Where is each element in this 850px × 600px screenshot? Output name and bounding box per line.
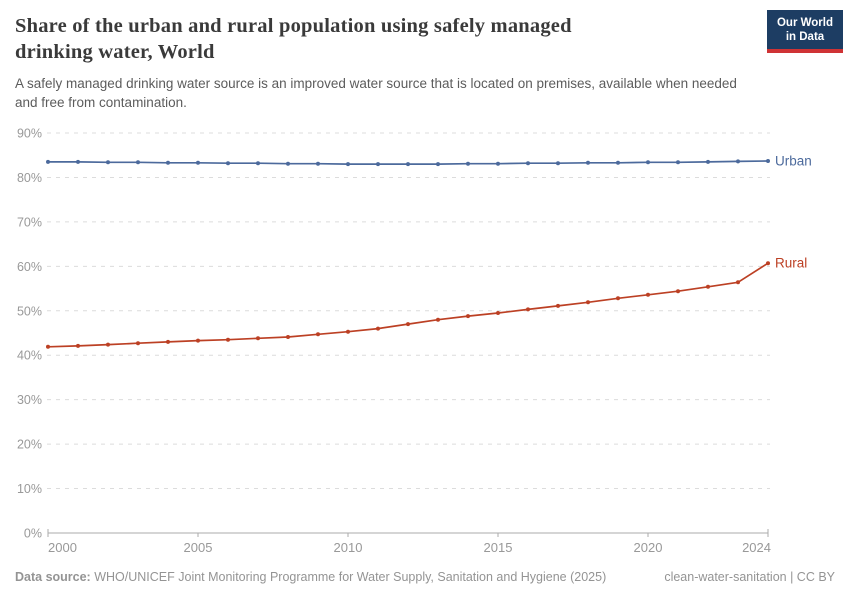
y-tick-label-50: 50%	[17, 304, 42, 318]
data-point-rural-2023[interactable]	[736, 280, 740, 285]
y-tick-label-30: 30%	[17, 393, 42, 407]
y-tick-label-70: 70%	[17, 215, 42, 229]
data-point-urban-2013[interactable]	[436, 162, 440, 167]
x-tick-label-2020: 2020	[634, 540, 663, 555]
data-point-urban-2019[interactable]	[616, 160, 620, 165]
data-source: Data source: WHO/UNICEF Joint Monitoring…	[15, 570, 606, 584]
data-point-urban-2018[interactable]	[586, 160, 590, 165]
data-point-urban-2005[interactable]	[196, 160, 200, 165]
data-point-rural-2024[interactable]	[766, 261, 770, 266]
data-point-urban-2011[interactable]	[376, 162, 380, 167]
x-tick-label-2015: 2015	[484, 540, 513, 555]
data-point-urban-2023[interactable]	[736, 159, 740, 164]
data-source-label: Data source:	[15, 570, 91, 584]
data-point-rural-2002[interactable]	[106, 342, 110, 347]
series-label-urban[interactable]: Urban	[775, 154, 812, 169]
x-tick-label-2005: 2005	[184, 540, 213, 555]
subtitle-line-2: and free from contamination.	[15, 95, 187, 110]
data-point-rural-2020[interactable]	[646, 292, 650, 297]
data-point-urban-2016[interactable]	[526, 161, 530, 166]
data-point-urban-2001[interactable]	[76, 159, 80, 164]
title-line-1: Share of the urban and rural population …	[15, 15, 572, 37]
x-tick-label-2010: 2010	[334, 540, 363, 555]
y-tick-label-90: 90%	[17, 127, 42, 141]
data-point-rural-2004[interactable]	[166, 339, 170, 344]
data-point-rural-2008[interactable]	[286, 335, 290, 339]
y-tick-label-40: 40%	[17, 349, 42, 363]
data-point-urban-2024[interactable]	[766, 159, 770, 163]
series-line-rural[interactable]	[47, 262, 769, 348]
x-tick-label-2024: 2024	[742, 540, 771, 555]
chart-subtitle: A safely managed drinking water source i…	[15, 74, 785, 112]
data-point-rural-2019[interactable]	[616, 296, 620, 301]
license-note: clean-water-sanitation | CC BY	[664, 570, 835, 584]
y-tick-label-60: 60%	[17, 260, 42, 274]
data-point-rural-2013[interactable]	[436, 317, 440, 322]
y-tick-label-20: 20%	[17, 438, 42, 452]
data-point-rural-2022[interactable]	[706, 284, 710, 289]
data-point-rural-2009[interactable]	[316, 332, 320, 337]
data-point-urban-2007[interactable]	[256, 161, 260, 166]
data-point-urban-2017[interactable]	[556, 161, 560, 166]
page-title: Share of the urban and rural population …	[15, 13, 735, 65]
subtitle-line-1: A safely managed drinking water source i…	[15, 76, 737, 91]
data-point-rural-2007[interactable]	[256, 336, 260, 341]
data-point-urban-2020[interactable]	[646, 160, 650, 165]
data-point-urban-2022[interactable]	[706, 159, 710, 164]
data-point-rural-2006[interactable]	[226, 337, 230, 342]
owid-logo-line-1: Our World	[776, 17, 833, 29]
y-tick-label-0: 0%	[24, 527, 42, 541]
data-point-rural-2021[interactable]	[676, 289, 680, 294]
data-point-urban-2006[interactable]	[226, 161, 230, 166]
data-point-rural-2003[interactable]	[136, 341, 140, 346]
data-point-urban-2008[interactable]	[286, 161, 290, 166]
data-point-rural-2011[interactable]	[376, 326, 380, 331]
data-point-urban-2004[interactable]	[166, 160, 170, 165]
owid-logo-line-2: in Data	[785, 31, 825, 43]
y-tick-label-10: 10%	[17, 482, 42, 496]
data-point-urban-2015[interactable]	[496, 161, 500, 166]
data-source-text: WHO/UNICEF Joint Monitoring Programme fo…	[94, 570, 607, 584]
data-point-rural-2016[interactable]	[526, 307, 530, 312]
series-label-rural[interactable]: Rural	[775, 256, 807, 271]
title-line-2: drinking water, World	[15, 41, 215, 63]
data-point-rural-2010[interactable]	[346, 329, 350, 334]
data-point-rural-2017[interactable]	[556, 303, 560, 308]
y-tick-label-80: 80%	[17, 171, 42, 185]
data-point-urban-2014[interactable]	[466, 161, 470, 166]
data-point-rural-2018[interactable]	[586, 300, 590, 305]
data-point-urban-2003[interactable]	[136, 160, 140, 165]
data-point-rural-2001[interactable]	[76, 343, 80, 348]
data-point-rural-2014[interactable]	[466, 314, 470, 319]
data-point-urban-2010[interactable]	[346, 162, 350, 167]
data-point-rural-2015[interactable]	[496, 311, 500, 315]
data-point-urban-2002[interactable]	[106, 160, 110, 165]
x-tick-label-2000: 2000	[48, 540, 77, 555]
data-point-rural-2000[interactable]	[46, 344, 50, 349]
data-point-urban-2009[interactable]	[316, 161, 320, 166]
chart-footer: Data source: WHO/UNICEF Joint Monitoring…	[15, 570, 835, 584]
data-point-rural-2012[interactable]	[406, 322, 410, 327]
data-point-urban-2021[interactable]	[676, 160, 680, 165]
owid-logo[interactable]: Our World in Data	[767, 10, 843, 53]
data-point-urban-2012[interactable]	[406, 162, 410, 167]
data-point-rural-2005[interactable]	[196, 338, 200, 343]
data-point-urban-2000[interactable]	[46, 159, 50, 164]
